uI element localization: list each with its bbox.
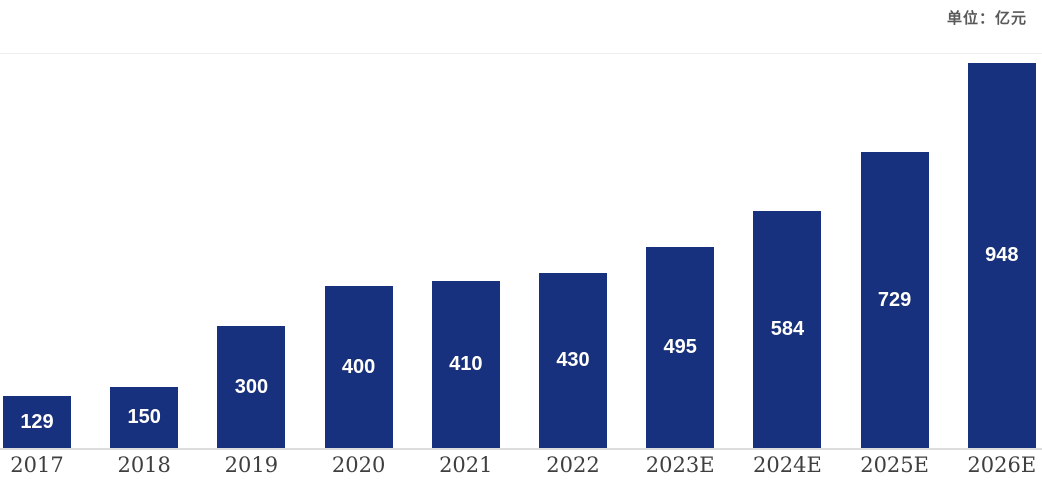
bar-value-label: 584 (770, 318, 805, 340)
bar-value-label: 948 (985, 244, 1019, 266)
bar-value-label: 729 (877, 288, 912, 311)
x-axis-labels: 2017 2018 2019 2020 2021 2022 2023E 2024E 2025E 2… (0, 453, 1042, 483)
bar-2019: 300 (217, 326, 286, 448)
x-axis-line (0, 448, 1042, 450)
unit-label: 单位：亿元 (946, 10, 1027, 27)
x-axis-label-2025E: 2025E (860, 453, 929, 477)
x-axis-label-2023E: 2023E (645, 453, 715, 477)
bar-2025E: 729 (860, 152, 929, 448)
plot-area: 129 150 300 400 410 430 495 584 729 948 (0, 53, 1042, 450)
bar-value-label: 400 (341, 355, 376, 378)
x-axis-label-2019: 2019 (224, 453, 279, 477)
plot-top-line (0, 53, 1042, 54)
bar-value-label: 410 (449, 353, 483, 375)
bar-value-label: 150 (127, 406, 161, 428)
bar-2024E: 584 (753, 211, 822, 448)
x-axis-label-2020: 2020 (331, 453, 386, 477)
x-axis-label-2022: 2022 (546, 453, 600, 477)
bar-value-label: 300 (234, 375, 269, 398)
bar-2022: 430 (539, 273, 607, 448)
bar-value-label: 495 (663, 336, 697, 358)
bar-2021: 410 (431, 281, 500, 448)
x-axis-label-2018: 2018 (117, 453, 171, 477)
bar-value-label: 430 (556, 349, 590, 371)
x-axis-label-2026E: 2026E (967, 453, 1037, 477)
bar-2018: 150 (110, 387, 179, 448)
bar-2020: 400 (324, 286, 393, 448)
bar-2026E: 948 (967, 63, 1036, 448)
x-axis-label-2017: 2017 (10, 453, 64, 477)
x-axis-label-2024E: 2024E (753, 453, 822, 477)
bar-value-label: 129 (20, 410, 54, 433)
bar-2023E: 495 (646, 247, 715, 448)
x-axis-label-2021: 2021 (439, 453, 493, 477)
bar-2017: 129 (3, 396, 71, 448)
